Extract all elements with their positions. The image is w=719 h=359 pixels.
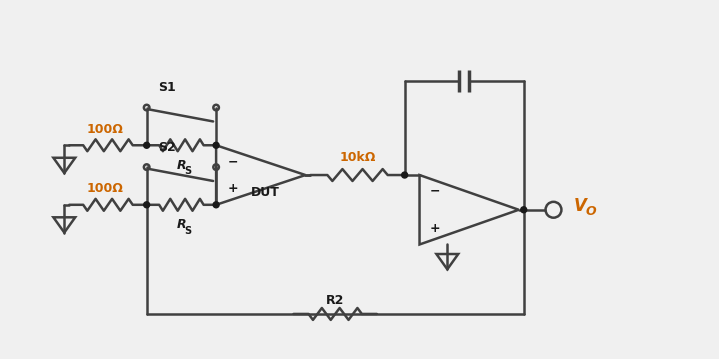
Circle shape [144,142,150,148]
Text: S1: S1 [157,81,175,94]
Text: −: − [429,185,440,198]
Text: DUT: DUT [252,186,280,199]
Text: 100Ω: 100Ω [87,123,124,136]
Text: +: + [228,182,239,195]
Circle shape [521,207,527,213]
Text: R: R [177,218,186,231]
Text: S: S [184,225,191,236]
Circle shape [213,142,219,148]
Text: 10kΩ: 10kΩ [339,151,376,164]
Circle shape [144,202,150,208]
Circle shape [402,172,408,178]
Text: R2: R2 [326,294,344,307]
Text: S: S [184,166,191,176]
Text: R: R [177,159,186,172]
Text: V: V [573,197,586,215]
Text: O: O [585,205,596,218]
Text: +: + [429,222,440,234]
Text: 100Ω: 100Ω [87,182,124,195]
Circle shape [213,202,219,208]
Text: −: − [228,155,239,168]
Text: S2: S2 [157,141,175,154]
